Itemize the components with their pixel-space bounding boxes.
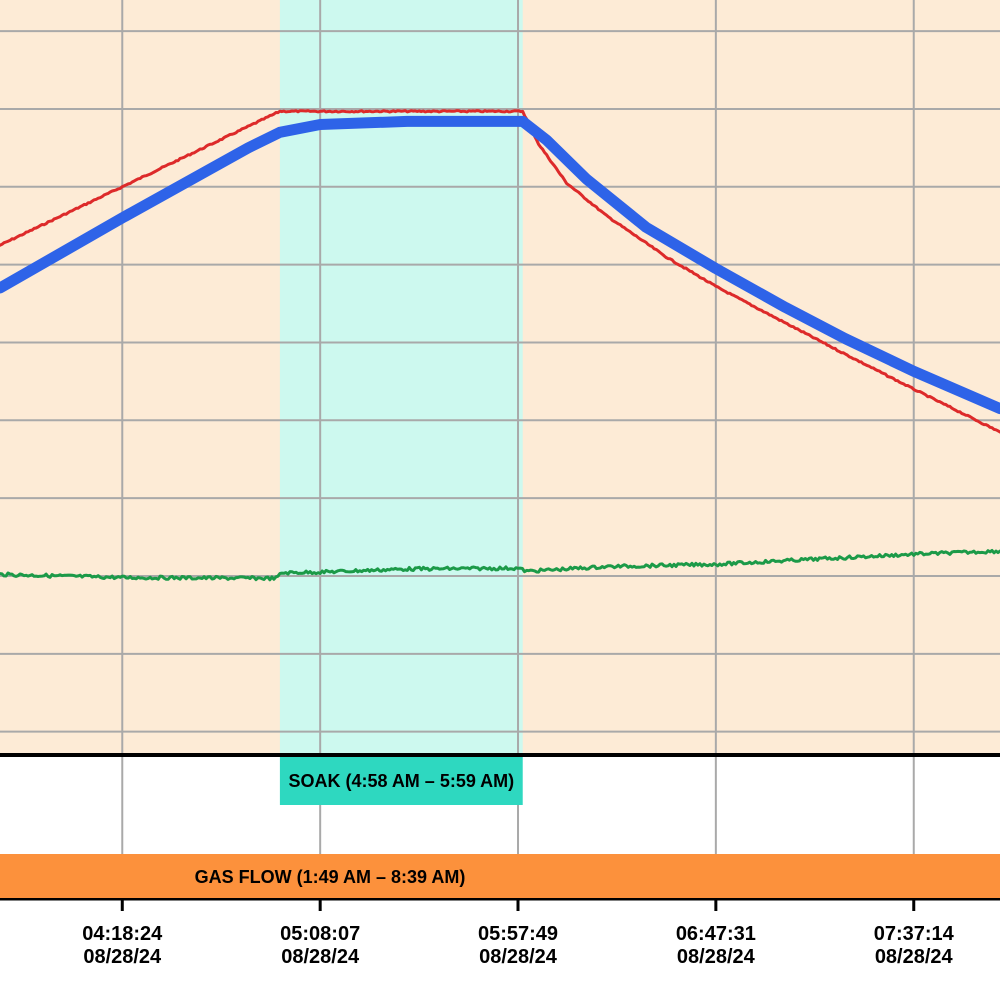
x-tick-label-time: 07:37:14 bbox=[874, 923, 955, 945]
series-line-3 bbox=[0, 549, 1000, 582]
gas-flow-band-bar bbox=[0, 854, 1000, 898]
x-tick-label-time: 05:57:49 bbox=[478, 923, 558, 945]
x-tick-label-time: 04:18:24 bbox=[82, 923, 163, 945]
x-tick-label-date: 08/28/24 bbox=[479, 946, 558, 968]
series-line-1 bbox=[0, 109, 1000, 434]
axes bbox=[0, 753, 1000, 901]
soak-shading bbox=[279, 0, 523, 755]
x-axis-ticks: 04:18:2408/28/2405:08:0708/28/2405:57:49… bbox=[82, 899, 955, 968]
gas-flow-band-label: GAS FLOW (1:49 AM – 8:39 AM) bbox=[195, 867, 466, 887]
x-tick-label-time: 05:08:07 bbox=[280, 923, 360, 945]
event-bands: SOAK (4:58 AM – 5:59 AM) GAS FLOW (1:49 … bbox=[0, 757, 1000, 898]
gridlines bbox=[0, 0, 1000, 900]
series-lines bbox=[0, 109, 1000, 582]
x-tick-label-time: 06:47:31 bbox=[676, 923, 756, 945]
x-tick-label-date: 08/28/24 bbox=[677, 946, 756, 968]
soak-band-label: SOAK (4:58 AM – 5:59 AM) bbox=[288, 771, 514, 791]
plot-area bbox=[0, 0, 1000, 755]
x-tick-label-date: 08/28/24 bbox=[281, 946, 360, 968]
series-line-2 bbox=[0, 115, 1000, 415]
soak-band-bar bbox=[279, 757, 523, 805]
x-tick-label-date: 08/28/24 bbox=[875, 946, 954, 968]
x-tick-label-date: 08/28/24 bbox=[83, 946, 162, 968]
